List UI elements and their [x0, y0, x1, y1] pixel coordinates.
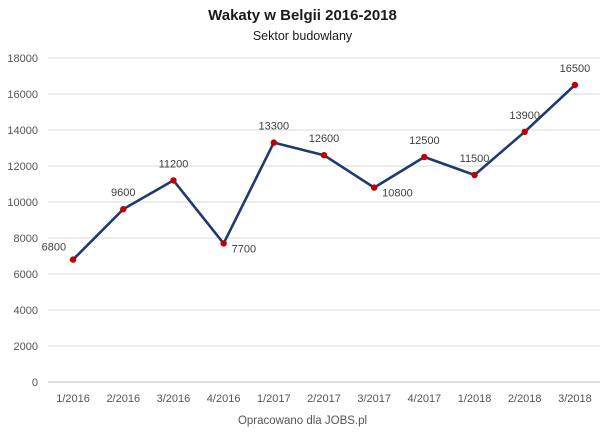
- y-tick-label: 6000: [14, 269, 38, 281]
- x-tick-label: 4/2017: [408, 393, 442, 405]
- data-label: 10800: [382, 188, 413, 200]
- y-tick-label: 12000: [7, 161, 38, 173]
- y-tick-label: 18000: [7, 53, 38, 65]
- y-tick-label: 16000: [7, 89, 38, 101]
- data-point: [521, 128, 528, 135]
- data-label: 12500: [409, 135, 440, 147]
- x-tick-label: 1/2018: [458, 393, 492, 405]
- data-point: [220, 240, 227, 247]
- data-label: 13900: [509, 110, 540, 122]
- y-tick-label: 14000: [7, 125, 38, 137]
- x-tick-label: 3/2016: [157, 393, 191, 405]
- x-tick-label: 2/2016: [106, 393, 140, 405]
- x-tick-label: 2/2017: [307, 393, 341, 405]
- data-point: [69, 256, 77, 263]
- data-label: 16500: [560, 63, 591, 75]
- data-point: [170, 177, 177, 184]
- data-point: [270, 139, 278, 146]
- data-point: [370, 184, 378, 191]
- chart-title: Wakaty w Belgii 2016-2018: [208, 7, 397, 24]
- y-tick-label: 0: [32, 377, 38, 389]
- data-label: 13300: [259, 121, 290, 133]
- data-label: 11200: [159, 158, 189, 170]
- data-point: [120, 206, 127, 213]
- x-tick-label: 2/2018: [508, 393, 542, 405]
- data-label: 9600: [111, 187, 135, 199]
- source-note: Opracowano dla JOBS.pl: [237, 415, 368, 427]
- chart-subtitle: Sektor budowlany: [252, 29, 353, 43]
- y-tick-label: 4000: [14, 305, 38, 317]
- y-tick-label: 8000: [14, 233, 38, 245]
- y-tick-label: 2000: [14, 341, 38, 353]
- data-point: [320, 152, 328, 159]
- x-tick-label: 3/2017: [357, 393, 391, 405]
- y-tick-label: 10000: [7, 197, 38, 209]
- data-point: [471, 171, 478, 179]
- data-point: [571, 81, 579, 89]
- data-label: 11500: [460, 153, 490, 165]
- data-label: 7700: [232, 243, 256, 255]
- x-tick-label: 4/2016: [207, 393, 241, 405]
- series-line: [71, 83, 577, 261]
- data-point: [421, 153, 428, 161]
- data-label: 6800: [42, 242, 66, 254]
- x-tick-label: 1/2016: [56, 393, 90, 405]
- x-tick-label: 1/2017: [257, 393, 291, 405]
- x-tick-label: 3/2018: [558, 393, 592, 405]
- data-label: 12600: [309, 133, 340, 145]
